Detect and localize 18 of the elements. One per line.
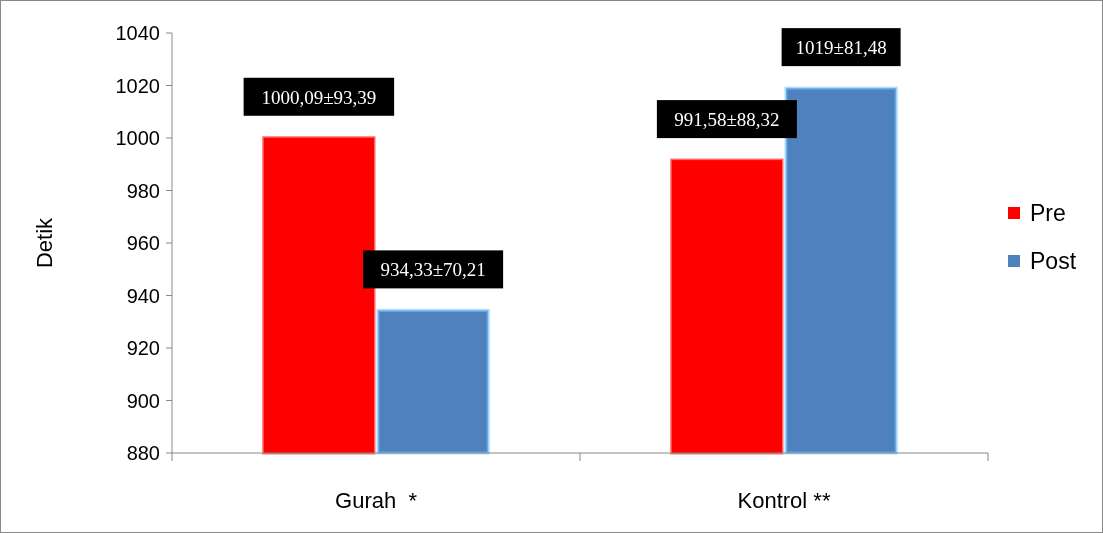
y-tick-label: 920 (126, 337, 160, 359)
data-label: 934,33±70,21 (380, 259, 486, 281)
x-tick-label: Kontrol ** (737, 488, 831, 513)
y-tick-label: 960 (126, 232, 160, 254)
y-tick-label: 880 (126, 442, 160, 464)
y-tick-label: 900 (126, 389, 160, 412)
y-tick-label: 940 (126, 284, 160, 307)
data-label: 1019±81,48 (795, 37, 887, 59)
data-label: 991,58±88,32 (674, 109, 780, 131)
y-axis-title: Detik (32, 216, 57, 269)
y-tick-label: 1020 (115, 74, 160, 97)
y-tick-label: 1040 (115, 22, 160, 44)
legend-label: Pre (1030, 200, 1066, 226)
y-tick-label: 980 (126, 179, 160, 202)
x-tick-label: Gurah * (335, 488, 418, 513)
y-tick-label: 1000 (115, 127, 160, 149)
data-label: 1000,09±93,39 (261, 86, 377, 108)
legend-label: Post (1030, 248, 1077, 274)
